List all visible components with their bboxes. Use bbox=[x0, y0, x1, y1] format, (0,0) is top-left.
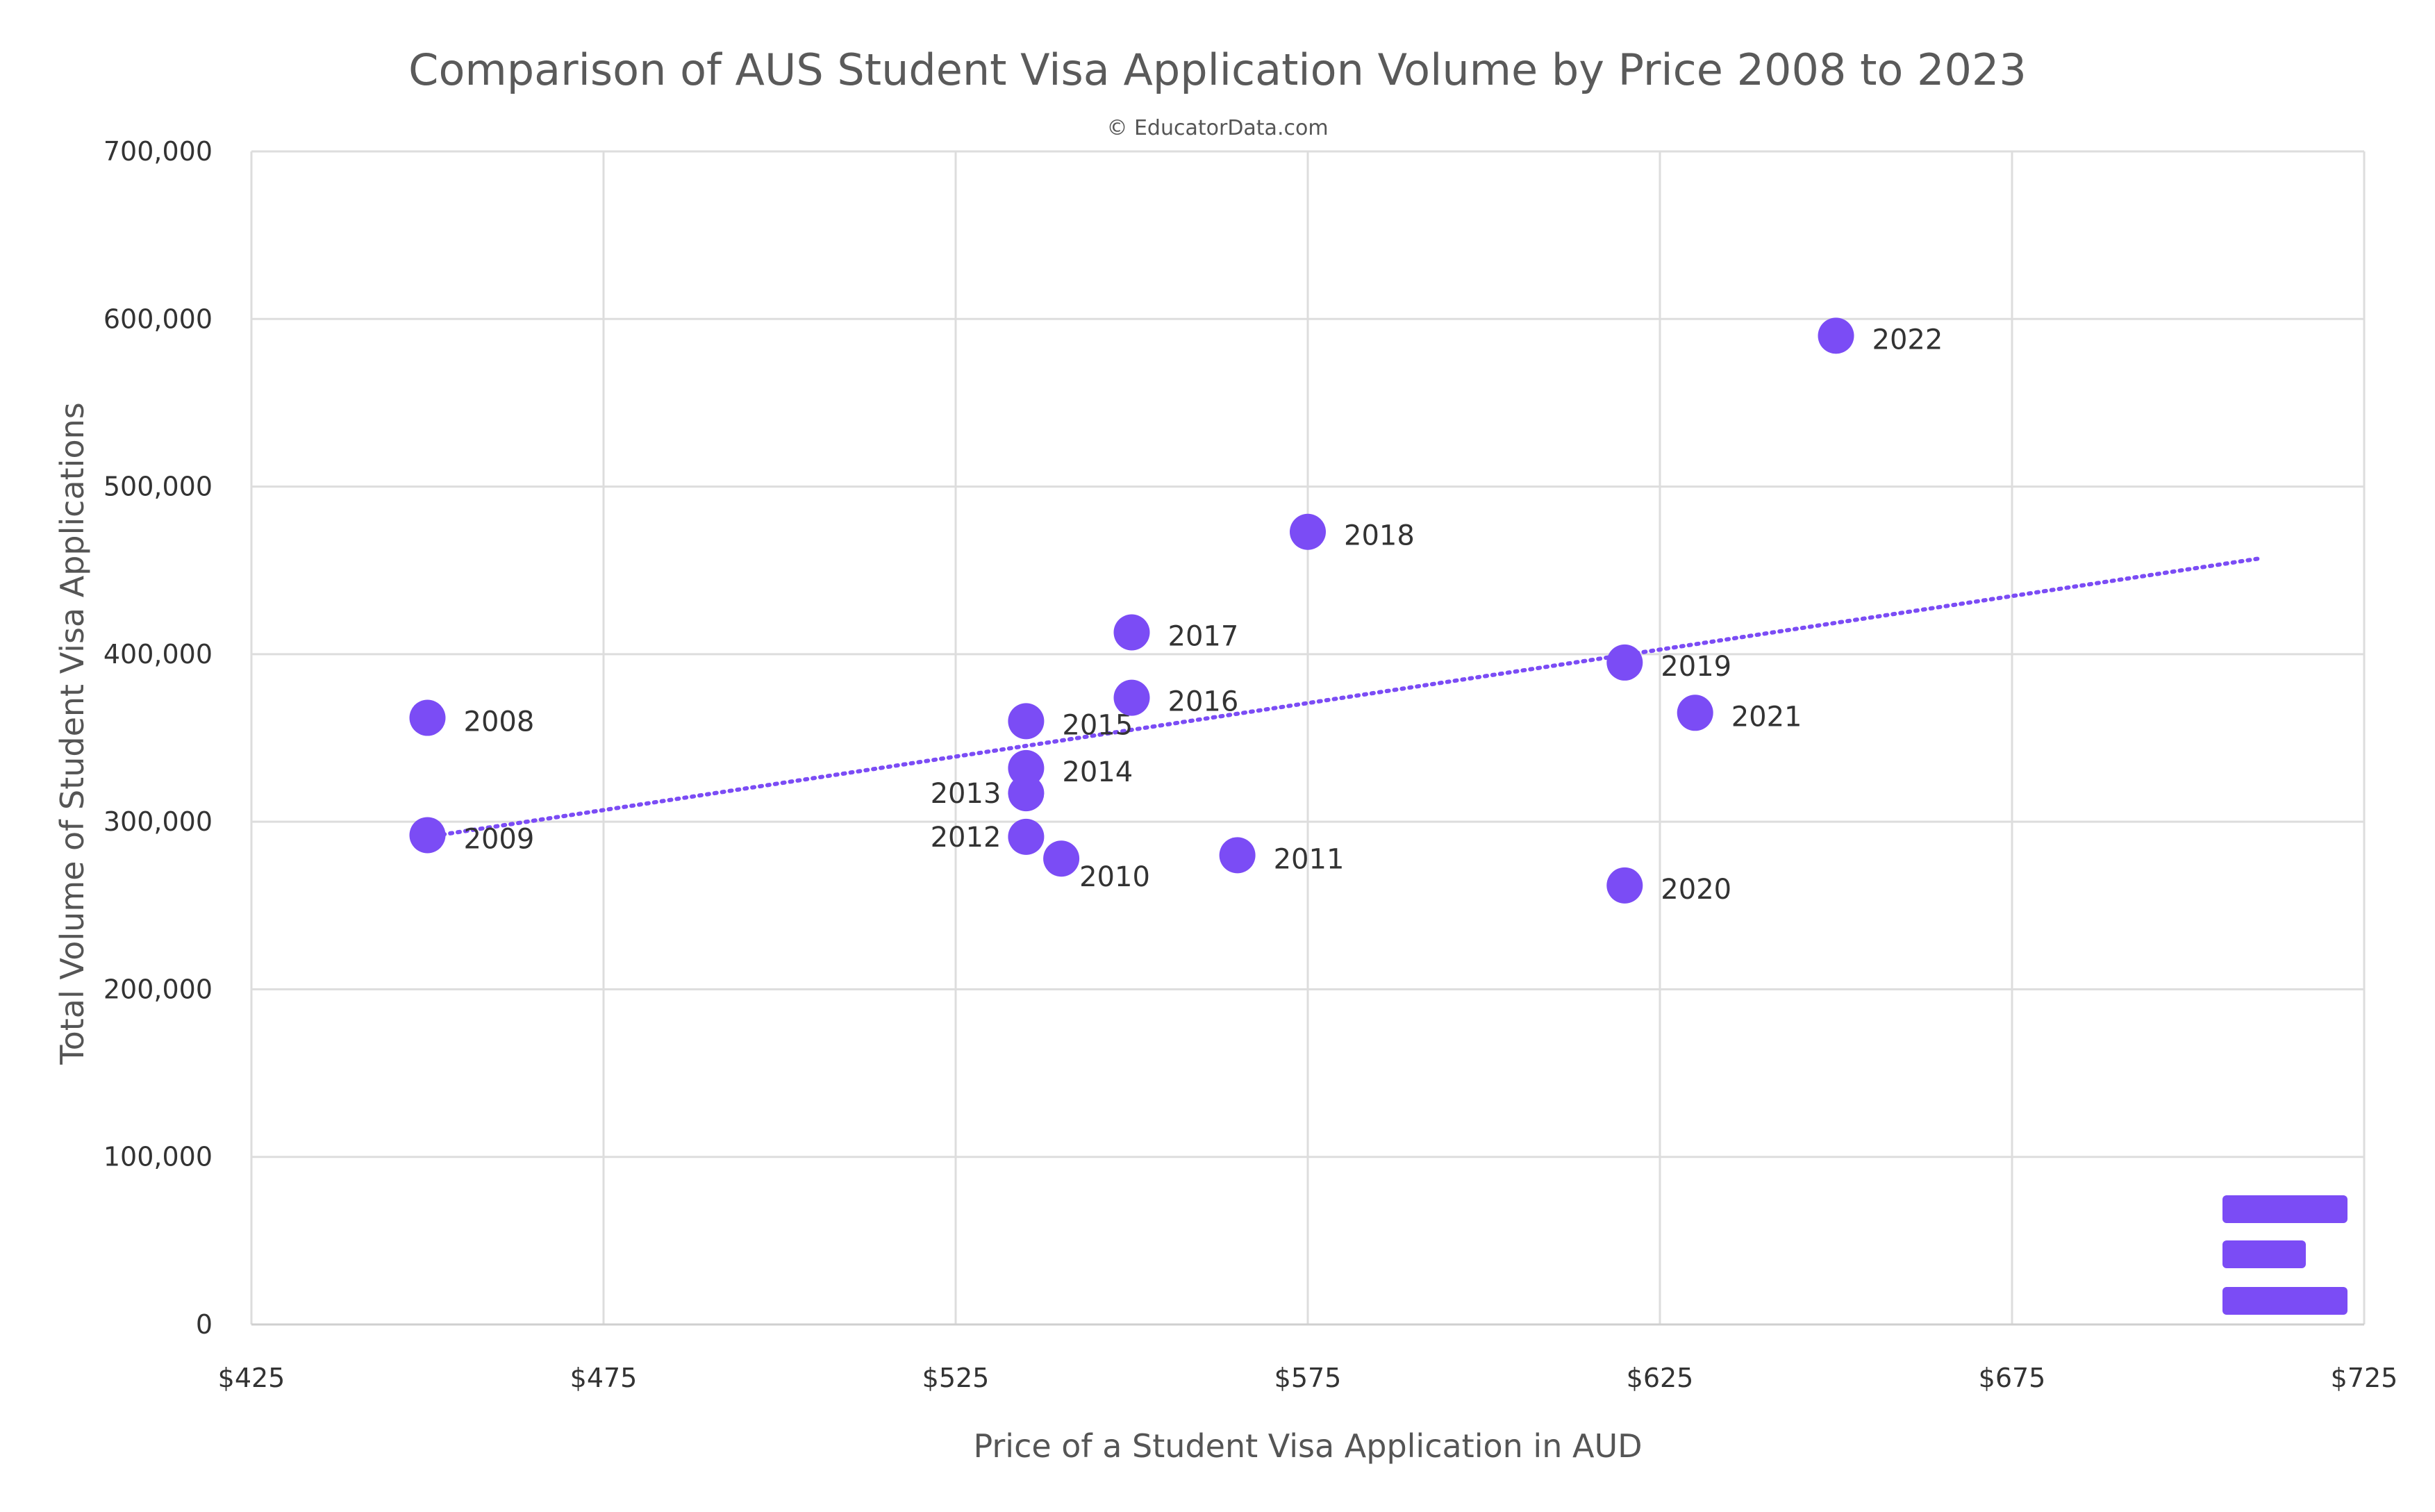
data-point-2010[interactable] bbox=[1043, 840, 1080, 877]
point-label-2008: 2008 bbox=[464, 706, 535, 738]
x-axis-title: Price of a Student Visa Application in A… bbox=[973, 1427, 1642, 1465]
x-tick-label: $625 bbox=[1627, 1363, 1694, 1393]
data-point-2018[interactable] bbox=[1290, 513, 1326, 550]
data-point-2017[interactable] bbox=[1113, 614, 1150, 651]
point-label-2022: 2022 bbox=[1872, 324, 1943, 356]
point-label-2014: 2014 bbox=[1062, 756, 1133, 788]
trendline-group bbox=[425, 556, 2261, 839]
point-label-2013: 2013 bbox=[931, 778, 1002, 810]
point-label-2009: 2009 bbox=[464, 823, 535, 855]
data-point-2022[interactable] bbox=[1818, 317, 1854, 354]
y-axis-title: Total Volume of Student Visa Application… bbox=[53, 402, 91, 1065]
x-tick-label: $425 bbox=[218, 1363, 285, 1393]
y-tick-label: 200,000 bbox=[103, 974, 213, 1004]
data-point-2014[interactable] bbox=[1008, 749, 1045, 786]
point-label-2020: 2020 bbox=[1661, 874, 1731, 906]
data-point-2009[interactable] bbox=[409, 817, 446, 854]
y-tick-label: 100,000 bbox=[103, 1142, 213, 1172]
data-point-2008[interactable] bbox=[409, 699, 446, 736]
data-point-2011[interactable] bbox=[1219, 837, 1256, 874]
x-tick-label: $725 bbox=[2331, 1363, 2398, 1393]
data-point-2019[interactable] bbox=[1606, 644, 1643, 681]
data-point-2015[interactable] bbox=[1008, 703, 1045, 740]
point-label-2018: 2018 bbox=[1344, 520, 1415, 552]
data-point-2013[interactable] bbox=[1008, 775, 1045, 812]
y-tick-label: 500,000 bbox=[103, 472, 213, 502]
y-tick-label: 300,000 bbox=[103, 806, 213, 837]
data-point-2021[interactable] bbox=[1677, 695, 1713, 731]
data-point-2016[interactable] bbox=[1113, 679, 1150, 716]
data-points: 2008 2009 2010 2011 2012 2013 2014 2015 2016 2017… bbox=[409, 317, 1943, 906]
data-point-2020[interactable] bbox=[1606, 867, 1643, 904]
point-label-2016: 2016 bbox=[1168, 686, 1239, 718]
data-point-2012[interactable] bbox=[1008, 818, 1045, 855]
x-tick-label: $525 bbox=[922, 1363, 990, 1393]
y-tick-label: 400,000 bbox=[103, 639, 213, 670]
chart-subtitle: © EducatorData.com bbox=[1106, 116, 1328, 140]
tick-labels: $425 $475 $525 $575 $625 $675 $725 0 100,000 200,… bbox=[103, 136, 2398, 1393]
point-label-2012: 2012 bbox=[931, 822, 1002, 854]
point-label-2015: 2015 bbox=[1062, 709, 1133, 741]
x-tick-label: $675 bbox=[1979, 1363, 2046, 1393]
point-label-2019: 2019 bbox=[1661, 651, 1731, 683]
point-label-2010: 2010 bbox=[1079, 861, 1150, 893]
x-tick-label: $575 bbox=[1274, 1363, 1342, 1393]
point-label-2021: 2021 bbox=[1731, 701, 1802, 733]
y-tick-label: 600,000 bbox=[103, 304, 213, 334]
chart-title: Comparison of AUS Student Visa Applicati… bbox=[408, 44, 2027, 95]
point-label-2011: 2011 bbox=[1274, 843, 1345, 875]
y-tick-label: 0 bbox=[196, 1309, 213, 1340]
grid-lines bbox=[250, 150, 2366, 1326]
educatordata-logo-icon bbox=[2222, 1195, 2347, 1315]
x-tick-label: $475 bbox=[570, 1363, 638, 1393]
y-tick-label: 700,000 bbox=[103, 136, 213, 167]
point-label-2017: 2017 bbox=[1168, 620, 1239, 652]
trendline bbox=[425, 556, 2261, 839]
